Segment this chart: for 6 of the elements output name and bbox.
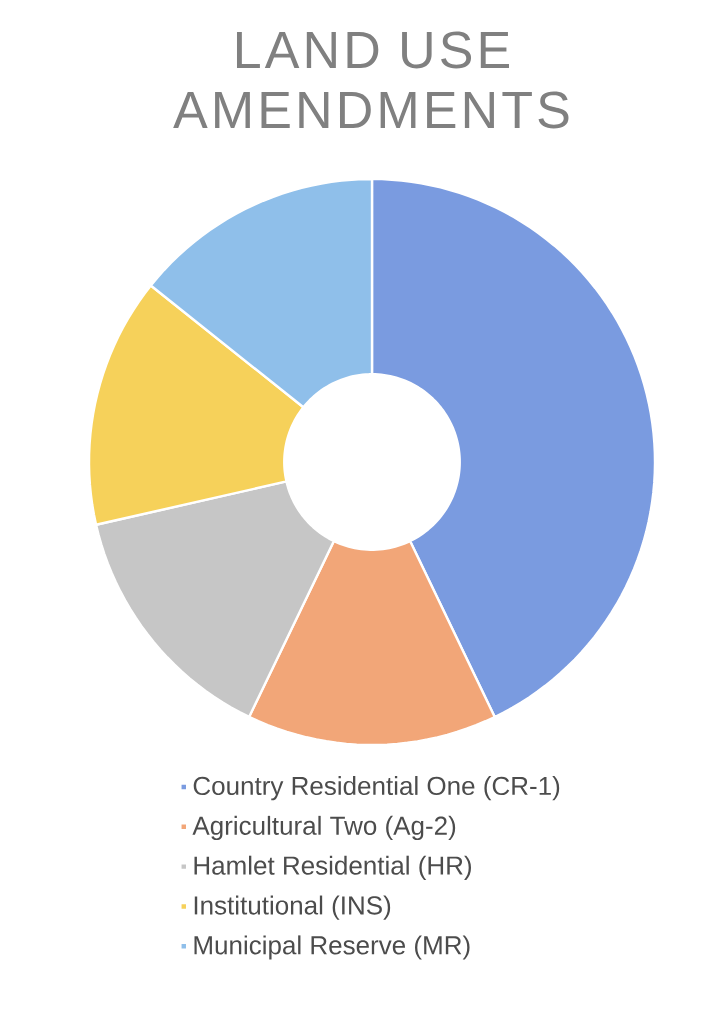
legend-label: Municipal Reserve (MR) — [194, 935, 470, 960]
legend-label: Country Residential One (CR-1) — [193, 776, 560, 801]
legend-label: Hamlet Residential (HR) — [194, 855, 471, 880]
chart-title: LAND USE AMENDMENTS — [173, 31, 569, 129]
legend-label: Agricultural Two (Ag-2) — [192, 815, 456, 841]
legend-label: Institutional (INS) — [194, 895, 391, 920]
